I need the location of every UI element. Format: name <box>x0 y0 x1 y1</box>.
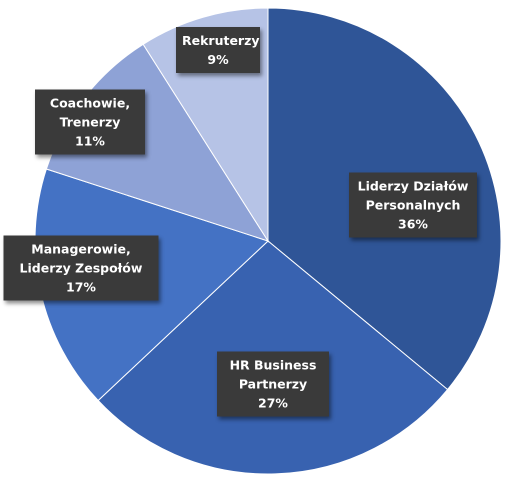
value-label: 27% <box>258 395 288 411</box>
category-label: HR Business Partnerzy <box>229 357 317 392</box>
slice-label: HR Business Partnerzy 27% <box>217 351 329 417</box>
value-label: 11% <box>75 133 105 149</box>
slice-label: Coachowie, Trenerzy 11% <box>35 89 145 155</box>
category-label: Coachowie, Trenerzy <box>49 95 131 130</box>
category-label: Rekruterzy <box>182 33 260 48</box>
value-label: 9% <box>207 52 229 67</box>
slice-label: Rekruterzy 9% <box>176 27 260 73</box>
value-label: 17% <box>66 279 96 295</box>
slice-label: Managerowie, Liderzy Zespołów 17% <box>3 235 159 301</box>
category-label: Managerowie, Liderzy Zespołów <box>19 241 143 276</box>
slice-label: Liderzy Działów Personalnych 36% <box>349 172 477 238</box>
category-label: Liderzy Działów Personalnych <box>357 178 469 213</box>
value-label: 36% <box>398 216 428 232</box>
